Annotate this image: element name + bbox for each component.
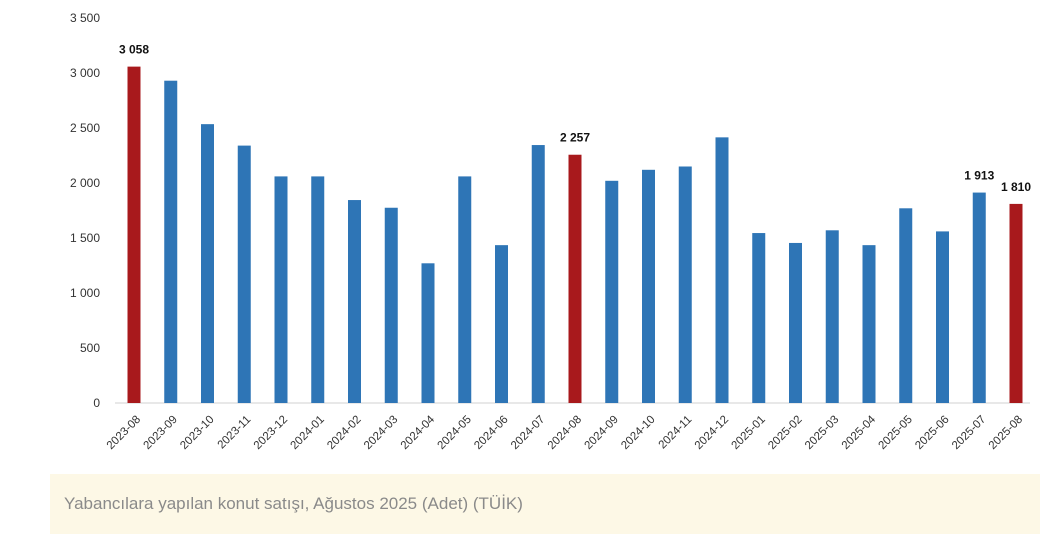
x-tick-label: 2024-01 bbox=[289, 414, 327, 452]
x-tick-label: 2025-06 bbox=[913, 414, 951, 452]
bar-2024-07 bbox=[531, 145, 545, 404]
x-tick-label: 2025-02 bbox=[766, 414, 804, 452]
bar-2023-11 bbox=[237, 145, 251, 403]
bar-2023-09 bbox=[164, 80, 178, 403]
y-tick-label: 2 000 bbox=[70, 176, 100, 190]
x-tick-label: 2025-03 bbox=[803, 414, 841, 452]
bar-2024-10 bbox=[642, 169, 655, 403]
x-tick-label: 2024-11 bbox=[657, 414, 695, 452]
x-tick-label: 2023-09 bbox=[142, 414, 180, 452]
bar-2024-04 bbox=[421, 263, 435, 403]
bar-2024-09 bbox=[605, 180, 619, 403]
y-tick-label: 2 500 bbox=[70, 121, 100, 135]
y-tick-label: 1 500 bbox=[70, 231, 100, 245]
x-tick-label: 2024-10 bbox=[619, 414, 657, 452]
bar-2023-12 bbox=[274, 176, 288, 403]
bar-2025-02 bbox=[789, 242, 802, 403]
x-tick-label: 2024-06 bbox=[472, 414, 510, 452]
bar-2025-04 bbox=[862, 245, 876, 403]
bar-2025-07 bbox=[972, 192, 986, 403]
bar-2025-05 bbox=[899, 208, 913, 403]
x-tick-label: 2024-05 bbox=[436, 414, 474, 452]
bar-2024-03 bbox=[384, 207, 398, 403]
x-tick-label: 2025-04 bbox=[840, 413, 879, 452]
x-tick-label: 2025-05 bbox=[877, 414, 915, 452]
data-label: 1 810 bbox=[1001, 180, 1031, 194]
x-tick-label: 2025-08 bbox=[987, 414, 1025, 452]
bar-2025-08 bbox=[1009, 203, 1023, 403]
x-tick-label: 2025-01 bbox=[730, 414, 768, 452]
data-label: 1 913 bbox=[964, 169, 994, 183]
y-tick-label: 500 bbox=[80, 341, 100, 355]
x-tick-label: 2023-08 bbox=[105, 414, 143, 452]
x-tick-label: 2024-02 bbox=[325, 414, 363, 452]
y-tick-label: 3 000 bbox=[70, 66, 100, 80]
bar-2024-11 bbox=[678, 166, 692, 403]
bar-2025-01 bbox=[752, 233, 766, 403]
x-tick-label: 2024-03 bbox=[362, 414, 400, 452]
y-axis: 0 500 1 000 1 500 2 000 2 500 3 000 3 500 bbox=[70, 11, 100, 410]
bar-2025-03 bbox=[825, 230, 839, 403]
x-tick-label: 2024-08 bbox=[546, 414, 584, 452]
y-tick-label: 1 000 bbox=[70, 286, 100, 300]
y-tick-label: 3 500 bbox=[70, 11, 100, 25]
x-tick-label: 2023-10 bbox=[178, 414, 216, 452]
data-label: 2 257 bbox=[560, 131, 590, 145]
data-label: 3 058 bbox=[119, 43, 149, 57]
x-tick-label: 2025-07 bbox=[950, 414, 988, 452]
bars bbox=[127, 66, 1023, 404]
bar-chart: 0 500 1 000 1 500 2 000 2 500 3 000 3 500 2023-… bbox=[70, 11, 1031, 452]
bar-2024-01 bbox=[311, 176, 325, 403]
bar-2023-08 bbox=[127, 66, 141, 404]
data-labels: 3 058 2 257 1 913 1 810 bbox=[119, 43, 1031, 194]
bar-2023-10 bbox=[201, 124, 214, 404]
x-tick-label: 2024-07 bbox=[509, 414, 547, 452]
bar-2024-12 bbox=[715, 137, 729, 403]
x-tick-label: 2024-09 bbox=[583, 414, 621, 452]
bar-2025-06 bbox=[936, 231, 949, 403]
bar-2024-06 bbox=[495, 245, 508, 403]
bar-2024-05 bbox=[458, 176, 472, 403]
x-tick-label: 2023-12 bbox=[252, 414, 290, 452]
x-tick-label: 2024-12 bbox=[693, 414, 731, 452]
x-tick-label: 2023-11 bbox=[216, 414, 254, 452]
y-tick-label: 0 bbox=[93, 396, 100, 410]
bar-2024-08 bbox=[568, 154, 582, 403]
chart-caption: Yabancılara yapılan konut satışı, Ağusto… bbox=[50, 474, 1040, 534]
bar-2024-02 bbox=[348, 200, 361, 403]
x-tick-label: 2024-04 bbox=[399, 413, 438, 452]
